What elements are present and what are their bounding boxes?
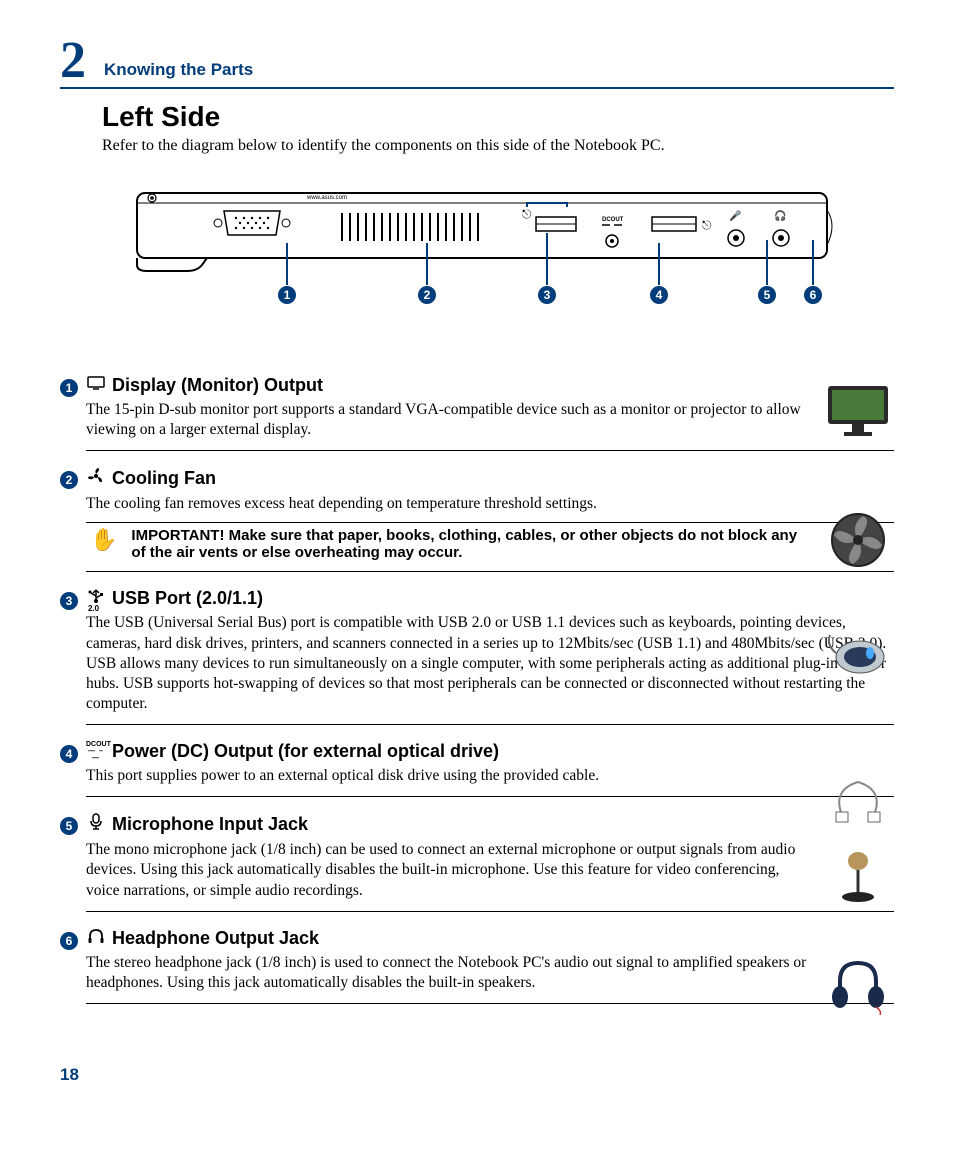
svg-text:🎧: 🎧 [774,209,786,222]
page-number: 18 [60,1065,79,1085]
chapter-title: Knowing the Parts [104,60,253,80]
svg-text:2: 2 [424,288,431,302]
thumbnail-fan [822,510,894,570]
usb-icon: 2.0 [86,588,106,609]
fan-icon [86,467,106,490]
item-6: 6 Headphone Output Jack The stereo headpho… [60,928,894,1018]
thumbnail-headphones [822,955,894,1015]
item-description: The USB (Universal Serial Bus) port is c… [86,613,894,714]
hand-stop-icon: ✋ [86,527,121,553]
svg-text:4: 4 [656,288,663,302]
item-description: This port supplies power to an external … [86,766,894,786]
important-note: ✋ IMPORTANT! Make sure that paper, books,… [86,522,894,561]
item-2: 2 Cooling Fan The cooling fan removes exce… [60,467,894,586]
laptop-side-diagram: www.asus.com ⎋ DCOUT [60,185,894,315]
headphone-icon [86,928,106,949]
item-title: Microphone Input Jack [112,814,308,835]
item-body: 2.0 USB Port (2.0/1.1) The USB (Universal … [86,588,894,725]
svg-text:⎋: ⎋ [702,218,712,232]
thumbnail-monitor [822,380,894,440]
item-title: USB Port (2.0/1.1) [112,588,263,609]
thumbnail-mouse [822,625,894,685]
item-title: Headphone Output Jack [112,928,319,949]
mic-icon [86,813,106,836]
item-4: 4 DCOUT— – — Power (DC) Output (for extern… [60,741,894,811]
monitor-icon [86,376,106,395]
svg-text:⎋: ⎋ [522,207,532,221]
svg-text:1: 1 [284,288,291,302]
item-body: Display (Monitor) Output The 15-pin D-sub… [86,375,894,451]
item-title: Cooling Fan [112,468,216,489]
item-body: DCOUT— – — Power (DC) Output (for externa… [86,741,894,797]
svg-text:🎤: 🎤 [729,209,742,222]
item-description: The cooling fan removes excess heat depe… [86,494,894,514]
svg-text:3: 3 [544,288,551,302]
item-body: Cooling Fan The cooling fan removes exces… [86,467,894,572]
dcout-icon: DCOUT— – — [86,741,106,762]
item-description: The stereo headphone jack (1/8 inch) is … [86,953,894,993]
chapter-header: 2 Knowing the Parts [60,35,894,89]
section-intro: Refer to the diagram below to identify t… [102,137,894,155]
callout-badge: 2 [60,471,78,489]
usb-version-label: 2.0 [88,604,99,613]
item-description: The 15-pin D-sub monitor port supports a… [86,400,894,440]
callout-badge: 4 [60,745,78,763]
callout-badge: 6 [60,932,78,950]
item-body: Headphone Output Jack The stereo headphon… [86,928,894,1004]
svg-text:DCOUT: DCOUT [602,217,624,223]
item-title: Display (Monitor) Output [112,375,323,396]
item-1: 1 Display (Monitor) Output The 15-pin D-su… [60,375,894,465]
thumbnail-cable [822,770,894,830]
callout-badge: 1 [60,379,78,397]
svg-text:5: 5 [764,288,771,302]
item-3: 3 2.0 USB Port (2.0/1.1) The USB (Universal… [60,588,894,739]
chapter-number: 2 [60,35,86,87]
item-body: Microphone Input Jack The mono microphone… [86,813,894,911]
item-description: The mono microphone jack (1/8 inch) can … [86,840,894,900]
svg-text:6: 6 [810,288,817,302]
callout-badge: 5 [60,817,78,835]
item-title: Power (DC) Output (for external optical … [112,741,499,762]
callout-badge: 3 [60,592,78,610]
item-5: 5 Microphone Input Jack The mono microphon… [60,813,894,925]
svg-text:www.asus.com: www.asus.com [306,195,347,201]
thumbnail-microphone [822,845,894,905]
section-title: Left Side [102,101,894,133]
important-text: IMPORTANT! Make sure that paper, books, … [131,527,894,561]
